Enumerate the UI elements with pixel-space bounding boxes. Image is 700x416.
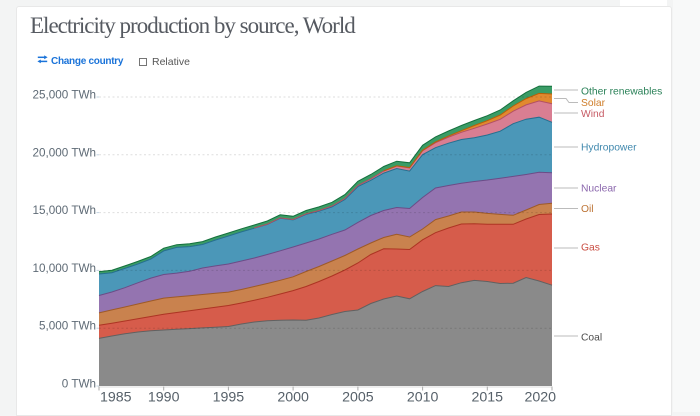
svg-text:2020: 2020 <box>524 390 556 406</box>
svg-text:Oil: Oil <box>581 204 594 215</box>
svg-text:Solar: Solar <box>581 98 606 109</box>
svg-text:Hydropower: Hydropower <box>581 143 637 154</box>
svg-text:2010: 2010 <box>407 390 439 406</box>
svg-text:0 TWh: 0 TWh <box>62 378 96 391</box>
svg-text:15,000 TWh: 15,000 TWh <box>33 204 96 217</box>
svg-text:25,000 TWh: 25,000 TWh <box>33 89 96 102</box>
svg-text:Other renewables: Other renewables <box>581 87 662 98</box>
svg-text:1985: 1985 <box>100 390 132 406</box>
svg-text:2000: 2000 <box>277 390 309 406</box>
svg-text:Nuclear: Nuclear <box>581 184 617 195</box>
svg-text:2015: 2015 <box>472 390 504 406</box>
svg-text:10,000 TWh: 10,000 TWh <box>33 262 96 275</box>
svg-text:1995: 1995 <box>213 390 245 406</box>
svg-text:20,000 TWh: 20,000 TWh <box>33 146 96 159</box>
svg-text:Gas: Gas <box>581 243 600 254</box>
svg-text:Coal: Coal <box>581 333 602 344</box>
svg-text:Wind: Wind <box>581 109 605 120</box>
svg-text:5,000 TWh: 5,000 TWh <box>39 320 96 333</box>
svg-text:1990: 1990 <box>148 390 180 406</box>
svg-text:2005: 2005 <box>342 390 374 406</box>
